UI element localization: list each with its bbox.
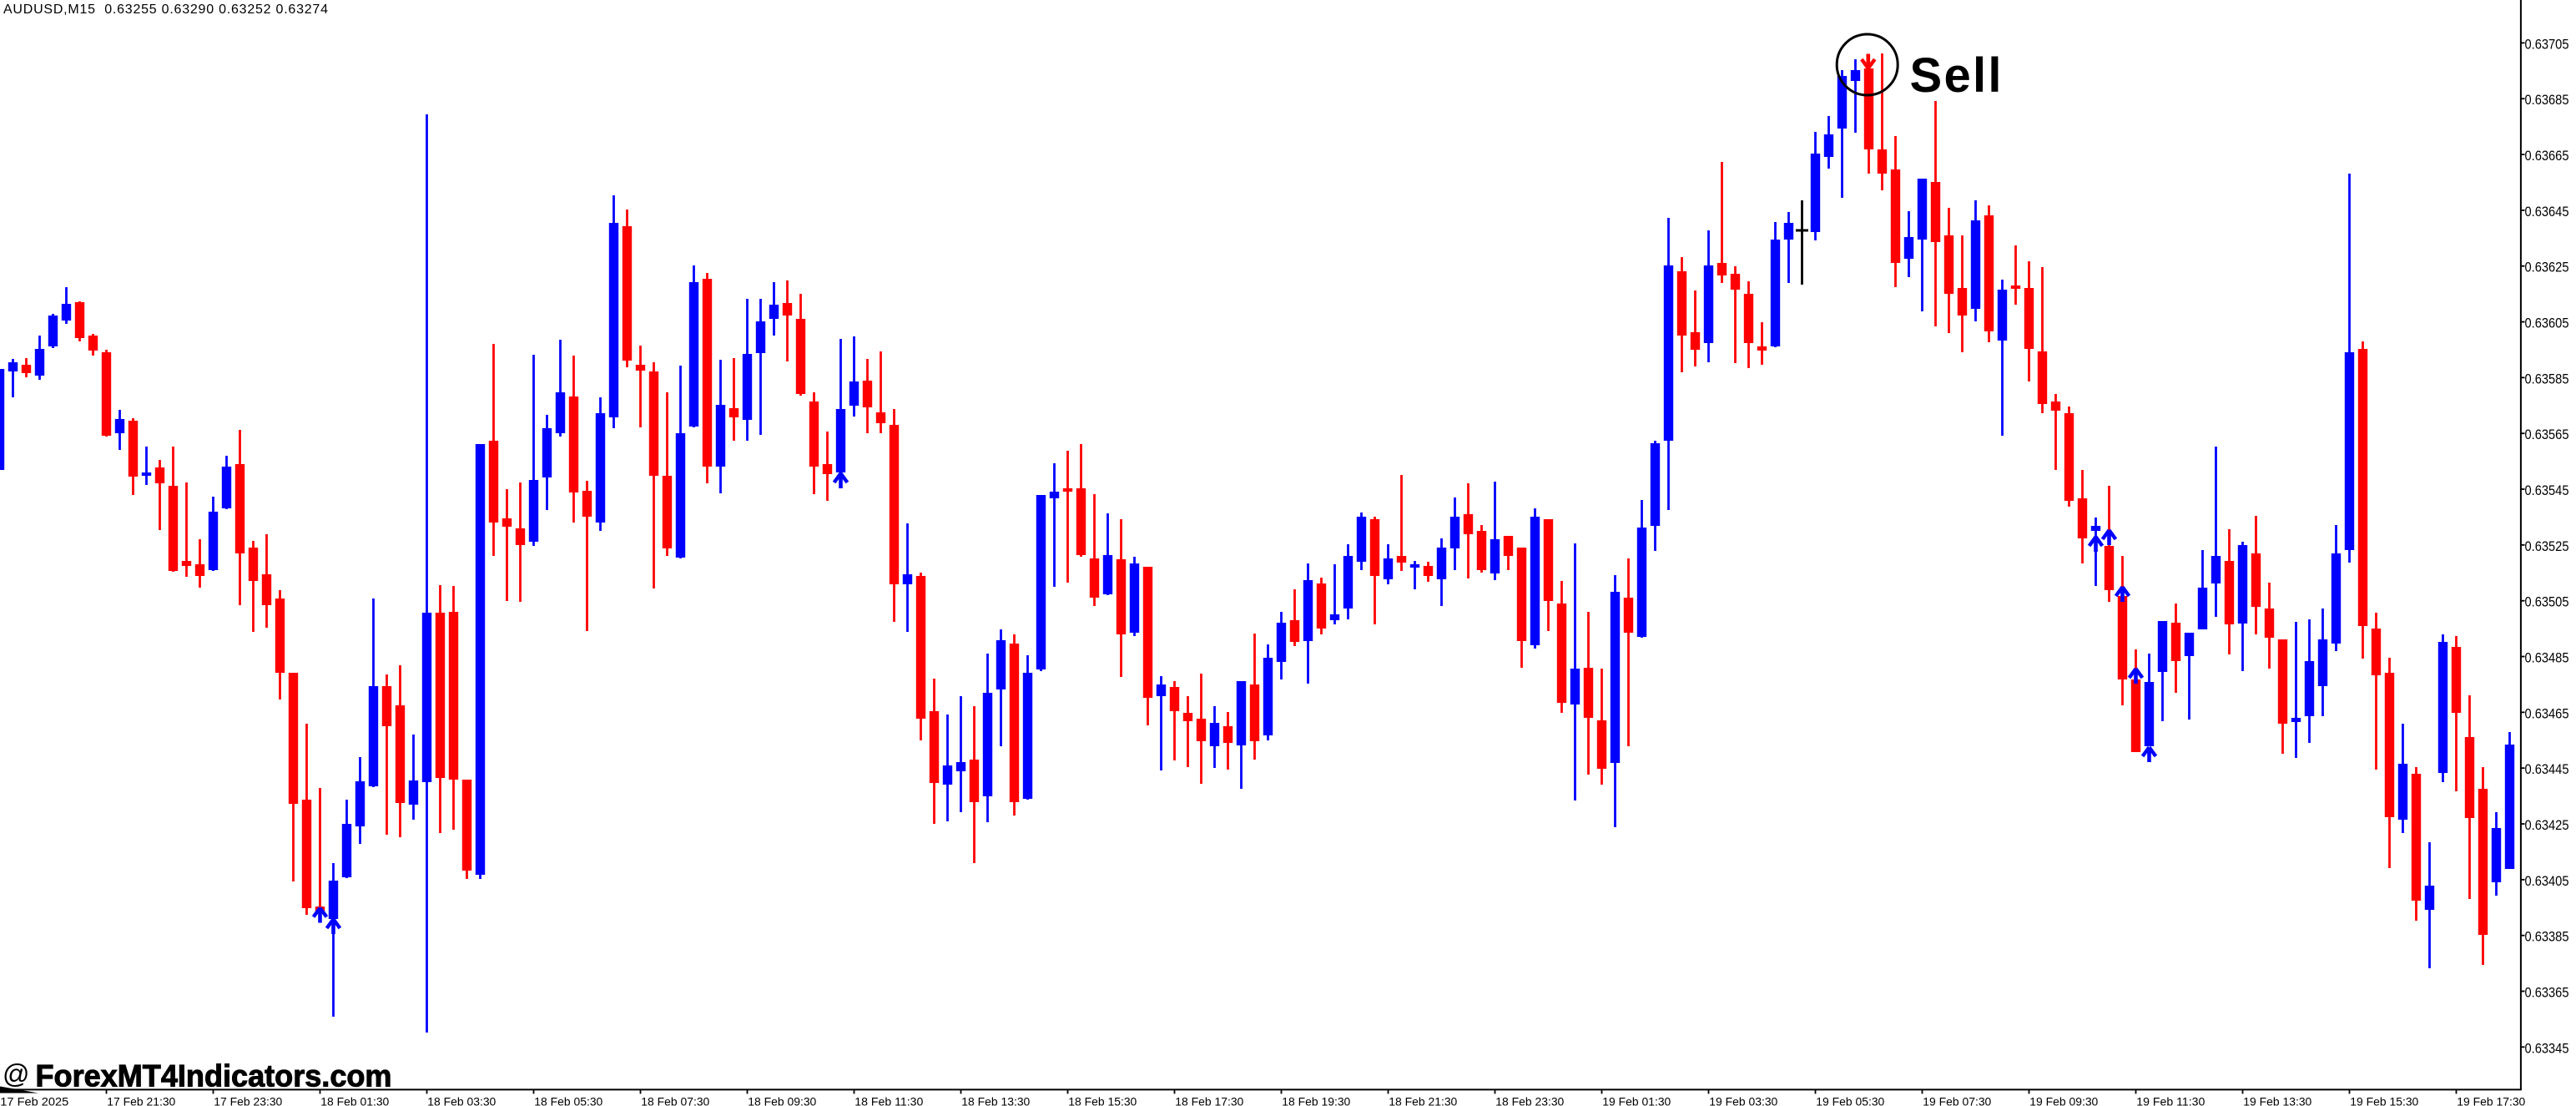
svg-text:0.63425: 0.63425 (2525, 818, 2569, 833)
svg-text:0.63645: 0.63645 (2525, 205, 2569, 220)
svg-text:0.63605: 0.63605 (2525, 316, 2569, 331)
svg-text:ForexMT4Indicators.com: ForexMT4Indicators.com (36, 1059, 392, 1093)
svg-text:18 Feb 11:30: 18 Feb 11:30 (854, 1096, 923, 1106)
svg-text:19 Feb 13:30: 19 Feb 13:30 (2243, 1096, 2311, 1106)
svg-text:19 Feb 03:30: 19 Feb 03:30 (1709, 1096, 1777, 1106)
svg-text:0.63625: 0.63625 (2525, 260, 2569, 275)
svg-text:18 Feb 21:30: 18 Feb 21:30 (1389, 1096, 1457, 1106)
svg-text:0.63485: 0.63485 (2525, 651, 2569, 666)
svg-text:0.63445: 0.63445 (2525, 762, 2569, 777)
svg-text:0.63525: 0.63525 (2525, 539, 2569, 554)
svg-text:18 Feb 19:30: 18 Feb 19:30 (1282, 1096, 1350, 1106)
svg-text:19 Feb 15:30: 19 Feb 15:30 (2350, 1096, 2418, 1106)
svg-text:0.63585: 0.63585 (2525, 371, 2569, 386)
svg-text:18 Feb 15:30: 18 Feb 15:30 (1068, 1096, 1137, 1106)
svg-text:17 Feb 2025: 17 Feb 2025 (0, 1096, 68, 1106)
svg-text:18 Feb 03:30: 18 Feb 03:30 (427, 1096, 496, 1106)
svg-text:0.63565: 0.63565 (2525, 427, 2569, 442)
svg-text:0.63505: 0.63505 (2525, 595, 2569, 610)
svg-text:18 Feb 09:30: 18 Feb 09:30 (748, 1096, 816, 1106)
svg-text:18 Feb 13:30: 18 Feb 13:30 (961, 1096, 1030, 1106)
svg-text:0.63365: 0.63365 (2525, 986, 2569, 1001)
svg-text:@: @ (3, 1059, 29, 1089)
svg-text:18 Feb 23:30: 18 Feb 23:30 (1495, 1096, 1564, 1106)
svg-text:0.63685: 0.63685 (2525, 93, 2569, 108)
svg-text:19 Feb 17:30: 19 Feb 17:30 (2457, 1096, 2525, 1106)
svg-text:0.63545: 0.63545 (2525, 483, 2569, 498)
svg-text:18 Feb 01:30: 18 Feb 01:30 (320, 1096, 389, 1106)
svg-text:0.63465: 0.63465 (2525, 706, 2569, 721)
svg-text:0.63665: 0.63665 (2525, 149, 2569, 164)
svg-text:0.63705: 0.63705 (2525, 37, 2569, 52)
svg-text:19 Feb 01:30: 19 Feb 01:30 (1602, 1096, 1671, 1106)
svg-text:18 Feb 17:30: 18 Feb 17:30 (1175, 1096, 1243, 1106)
svg-text:0.63385: 0.63385 (2525, 930, 2569, 945)
svg-text:18 Feb 07:30: 18 Feb 07:30 (641, 1096, 709, 1106)
svg-text:AUDUSD,M15 0.63255 0.63290 0.: AUDUSD,M15 0.63255 0.63290 0.63252 0.632… (3, 3, 328, 17)
svg-text:0.63345: 0.63345 (2525, 1041, 2569, 1056)
svg-text:19 Feb 07:30: 19 Feb 07:30 (1923, 1096, 1991, 1106)
svg-text:19 Feb 05:30: 19 Feb 05:30 (1816, 1096, 1884, 1106)
svg-text:17 Feb 23:30: 17 Feb 23:30 (214, 1096, 282, 1106)
svg-text:19 Feb 11:30: 19 Feb 11:30 (2136, 1096, 2205, 1106)
svg-text:18 Feb 05:30: 18 Feb 05:30 (534, 1096, 602, 1106)
svg-text:17 Feb 21:30: 17 Feb 21:30 (107, 1096, 175, 1106)
svg-text:Sell: Sell (1910, 48, 2002, 103)
svg-text:0.63405: 0.63405 (2525, 874, 2569, 889)
svg-text:19 Feb 09:30: 19 Feb 09:30 (2029, 1096, 2098, 1106)
